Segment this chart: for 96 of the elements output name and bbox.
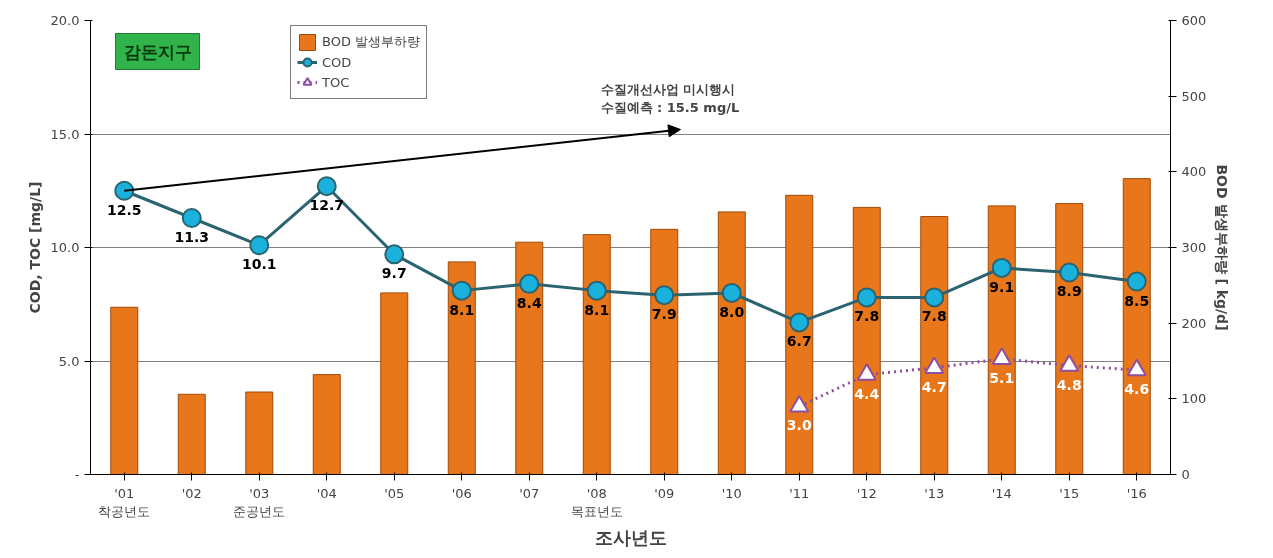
x-tick-label: '10 xyxy=(721,485,742,501)
x-axis-title: 조사년도 xyxy=(594,526,667,548)
point xyxy=(991,347,1012,365)
point xyxy=(316,176,337,197)
point xyxy=(721,282,742,303)
point xyxy=(654,285,675,306)
data-label: 7.9 xyxy=(651,306,677,323)
point xyxy=(451,280,472,301)
point xyxy=(789,395,810,413)
bar xyxy=(852,206,881,475)
legend-label: BOD 발생부하량 xyxy=(322,33,421,51)
x-tick-label: '16 xyxy=(1126,485,1147,501)
data-label: 7.8 xyxy=(854,308,880,325)
point xyxy=(924,287,945,308)
point xyxy=(789,312,810,333)
data-label: 12.5 xyxy=(106,201,142,218)
y2-tick-label: 200 xyxy=(1181,315,1207,331)
x-tick-label: '01 착공년도 xyxy=(98,485,151,519)
x-tick-label: '15 xyxy=(1059,485,1080,501)
data-label: 4.8 xyxy=(1056,376,1082,393)
bar xyxy=(1055,203,1084,475)
bar xyxy=(245,391,274,475)
point xyxy=(924,356,945,375)
y-tick-label: 10.0 xyxy=(50,240,80,255)
point xyxy=(1059,262,1080,283)
x-tick-label: '02 xyxy=(181,485,202,501)
bar xyxy=(785,194,814,475)
bar xyxy=(177,393,206,475)
data-label: 3.0 xyxy=(786,417,812,434)
data-label: 8.0 xyxy=(719,303,745,320)
y2-tick-label: 0 xyxy=(1181,467,1190,482)
data-label: 12.7 xyxy=(309,197,345,214)
bar xyxy=(380,292,409,475)
point xyxy=(114,180,135,201)
x-tick-label: '11 xyxy=(789,485,810,501)
bar xyxy=(312,374,341,475)
point xyxy=(856,287,877,308)
bar xyxy=(717,211,746,475)
data-label: 9.7 xyxy=(381,265,407,282)
data-label: 9.1 xyxy=(989,278,1015,295)
data-label: 11.3 xyxy=(174,228,210,245)
data-label: 8.1 xyxy=(449,301,475,318)
bar xyxy=(650,228,679,475)
x-tick-label: '08 목표년도 xyxy=(570,485,623,519)
bar xyxy=(987,205,1016,475)
y2-tick-label: 100 xyxy=(1181,391,1207,407)
data-label: 4.4 xyxy=(854,385,880,402)
y-tick-label: 20.0 xyxy=(50,13,80,28)
bar xyxy=(582,234,611,475)
point xyxy=(856,363,877,381)
data-label: 4.6 xyxy=(1124,381,1150,398)
text: 감돈지구 xyxy=(123,41,192,62)
data-label: 10.1 xyxy=(241,256,277,273)
annotation: 수질개선사업 미시행시 수질예측 : 15.5 mg/L xyxy=(600,81,740,115)
bar xyxy=(110,306,139,475)
point xyxy=(249,235,270,256)
point xyxy=(1126,271,1147,292)
y-tick-label: 15.0 xyxy=(50,126,80,142)
data-label: 8.1 xyxy=(584,301,610,318)
y2-axis-title: BOD 발생부하량 [ kg/d] xyxy=(1214,164,1231,331)
y-axis-title: COD, TOC [mg/L] xyxy=(26,181,43,314)
bar xyxy=(920,215,949,475)
x-tick-label: '06 xyxy=(451,485,472,501)
bar xyxy=(1122,178,1151,475)
point xyxy=(384,244,405,265)
data-label: 5.1 xyxy=(989,369,1015,386)
y-tick-label: 5.0 xyxy=(58,353,80,369)
x-tick-label: '09 xyxy=(654,485,675,501)
point xyxy=(1059,354,1080,372)
y2-tick-label: 600 xyxy=(1181,13,1207,28)
data-label: 4.7 xyxy=(921,378,947,395)
bar xyxy=(515,241,544,475)
legend-label: TOC xyxy=(322,74,350,90)
x-tick-label: '04 xyxy=(316,485,337,501)
point xyxy=(1126,358,1147,377)
point xyxy=(991,257,1012,278)
point xyxy=(181,208,202,228)
x-tick-label: '13 xyxy=(924,485,945,501)
y2-tick-label: 300 xyxy=(1181,240,1207,255)
data-label: 7.8 xyxy=(921,308,947,325)
x-tick-label: '05 xyxy=(384,485,405,501)
data-label: 8.9 xyxy=(1056,283,1082,300)
x-tick-label: '03 준공년도 xyxy=(233,485,286,519)
point xyxy=(519,273,540,294)
y2-tick-label: 400 xyxy=(1181,164,1207,180)
y-tick-label: - xyxy=(74,467,80,482)
point xyxy=(586,280,607,301)
bar xyxy=(447,261,476,475)
data-label: 6.7 xyxy=(786,333,812,350)
data-label: 8.5 xyxy=(1124,292,1150,309)
data-label: 8.4 xyxy=(516,294,542,311)
x-tick-label: '07 xyxy=(519,485,540,501)
x-tick-label: '14 xyxy=(991,485,1012,501)
y2-tick-label: 500 xyxy=(1181,88,1207,104)
x-tick-label: '12 xyxy=(856,485,877,501)
legend-label: COD xyxy=(322,54,352,70)
